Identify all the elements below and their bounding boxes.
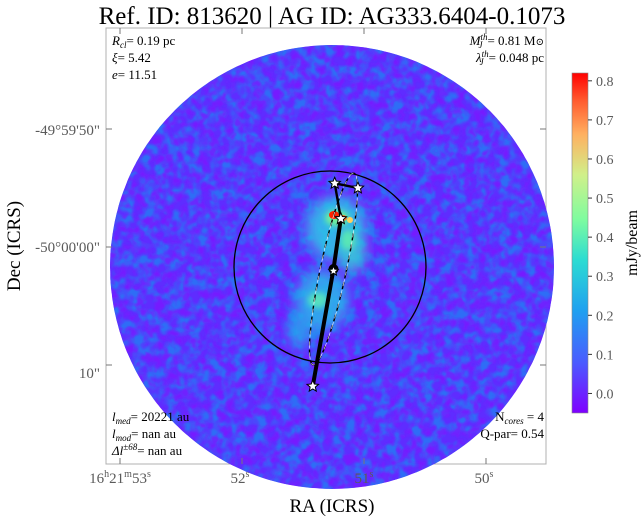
- core-marker-2: [305, 378, 320, 393]
- colorbar-tick-label-5: 0.5: [596, 192, 614, 207]
- x-tick-label-51: 51s: [355, 469, 374, 487]
- mj-text: Mth J = 0.81 M⊙: [469, 32, 544, 50]
- x-tick-label-52: 52s: [231, 469, 250, 487]
- x-ticks: [119, 28, 487, 464]
- colorbar-tick-label-7: 0.7: [596, 114, 614, 129]
- r-cl-text: Rcl= 0.19 pc: [111, 33, 176, 50]
- l-mod-text: lmod= nan au: [112, 426, 176, 443]
- core-marker-center: [327, 264, 340, 277]
- core-marker-4: [327, 175, 342, 190]
- y-tick-labels: -49°59'50" -50°00'00" 10": [35, 123, 100, 382]
- xi-text: ξ= 5.42: [112, 50, 151, 65]
- y-axis-label: Dec (ICRS): [4, 201, 25, 291]
- filament-overlay: [305, 172, 365, 393]
- colorbar-tick-label-6: 0.6: [596, 153, 614, 168]
- x-tick-labels: 16h21m53s 52s 51s 50s: [89, 469, 493, 487]
- colorbar-tick-label-1: 0.1: [596, 348, 614, 363]
- colorbar-tick-label-3: 0.3: [596, 270, 614, 285]
- colorbar-label: mJy/beam: [624, 210, 641, 276]
- colorbar-tick-label-4: 0.4: [596, 231, 614, 246]
- x-axis-label: RA (ICRS): [290, 496, 375, 517]
- delta-l-text: Δl±68= nan au: [111, 442, 183, 458]
- filament-ellipse-group: [308, 172, 359, 366]
- core-marker-1: [333, 211, 348, 225]
- x-tick-label-53: 16h21m53s: [89, 469, 151, 487]
- colorbar-tick-label-2: 0.2: [596, 309, 614, 324]
- e-text: e= 11.51: [112, 67, 157, 82]
- x-tick-label-50: 50s: [475, 469, 494, 487]
- colorbar-tick-label-0: 0.0: [596, 387, 614, 402]
- y-tick-label-3: 10": [79, 366, 100, 382]
- annotation-top-right: Mth J = 0.81 M⊙ λth J = 0.048 pc: [469, 32, 545, 67]
- annotation-bottom-left: lmed= 20221 au lmod= nan au Δl±68= nan a…: [111, 409, 190, 458]
- y-tick-label-1: -49°59'50": [35, 123, 100, 139]
- l-med-text: lmed= 20221 au: [112, 409, 190, 426]
- colorbar-tick-label-8: 0.8: [596, 75, 614, 90]
- chart-title: Ref. ID: 813620 | AG ID: AG333.6404-0.10…: [99, 3, 566, 30]
- filament-ellipse-highlight: [309, 172, 358, 366]
- colorbar: [571, 72, 589, 414]
- colorbar-ticks: 0.0 0.1 0.2 0.3 0.4 0.5 0.6 0.7 0.8: [588, 75, 614, 402]
- annotation-top-left: Rcl= 0.19 pc ξ= 5.42 e= 11.51: [111, 33, 176, 82]
- core-marker-3: [350, 180, 365, 194]
- n-cores-text: Ncores = 4: [495, 409, 544, 426]
- y-tick-label-2: -50°00'00": [35, 240, 100, 256]
- core-circle: [233, 170, 427, 364]
- lambda-text: λth J = 0.048 pc: [475, 49, 544, 67]
- y-ticks: [106, 128, 546, 366]
- q-par-text: Q-par= 0.54: [480, 426, 544, 441]
- annotation-bottom-right: Ncores = 4 Q-par= 0.54: [480, 409, 544, 441]
